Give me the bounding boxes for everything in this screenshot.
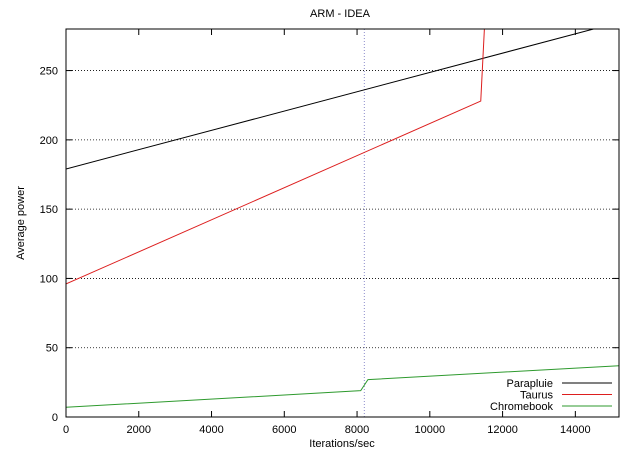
chart-title: ARM - IDEA bbox=[310, 8, 371, 20]
axis-ticks bbox=[65, 29, 619, 418]
y-axis-title: Average power bbox=[15, 186, 27, 260]
x-tick-label-14000: 14000 bbox=[560, 424, 591, 436]
x-tick-label-12000: 12000 bbox=[487, 424, 518, 436]
x-tick-label-0: 0 bbox=[63, 424, 69, 436]
y-tick-label-150: 150 bbox=[40, 204, 58, 216]
x-tick-label-10000: 10000 bbox=[415, 424, 446, 436]
gridlines bbox=[66, 70, 619, 349]
legend-label-chromebook: Chromebook bbox=[490, 401, 553, 413]
series-line-taurus bbox=[66, 29, 485, 285]
x-tick-label-2000: 2000 bbox=[127, 424, 151, 436]
x-axis-title: Iterations/sec bbox=[309, 438, 375, 450]
x-tick-label-4000: 4000 bbox=[199, 424, 223, 436]
series-line-parapluie bbox=[66, 29, 594, 170]
x-tick-label-8000: 8000 bbox=[345, 424, 369, 436]
series-line-chromebook bbox=[66, 365, 619, 408]
y-tick-label-50: 50 bbox=[46, 343, 58, 355]
series-lines bbox=[66, 29, 619, 408]
tick-labels: 0 2000 4000 6000 8000 10000 12000 14000 0 50 100 15… bbox=[40, 66, 591, 436]
y-tick-label-100: 100 bbox=[40, 273, 58, 285]
y-tick-label-250: 250 bbox=[40, 66, 58, 78]
plot-frame bbox=[65, 28, 620, 418]
y-tick-label-0: 0 bbox=[52, 412, 58, 424]
y-tick-label-200: 200 bbox=[40, 135, 58, 147]
x-tick-label-6000: 6000 bbox=[272, 424, 296, 436]
legend-label-parapluie: Parapluie bbox=[507, 378, 553, 390]
legend-label-taurus: Taurus bbox=[520, 390, 554, 402]
